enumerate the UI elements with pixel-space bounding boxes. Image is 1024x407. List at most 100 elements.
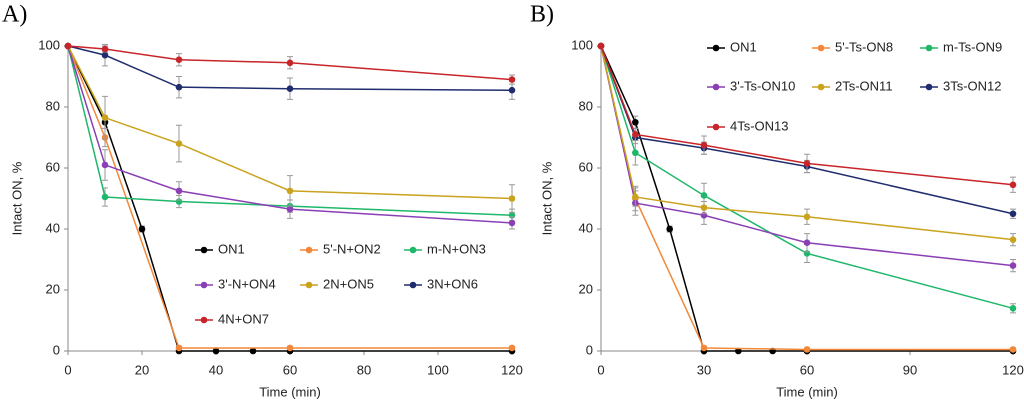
y-tick-label: 20 xyxy=(46,281,60,296)
legend-marker xyxy=(305,246,313,254)
y-tick-label: 100 xyxy=(571,37,593,52)
legend-label: 4Ts-ON13 xyxy=(730,118,789,133)
legend-marker xyxy=(712,83,720,91)
x-axis-title: Time (min) xyxy=(259,384,321,399)
x-tick-label: 40 xyxy=(209,362,223,377)
data-point xyxy=(700,204,708,211)
legend-marker xyxy=(200,281,208,289)
x-tick-label: 100 xyxy=(427,362,449,377)
data-point xyxy=(508,76,516,83)
legend-marker xyxy=(817,83,825,91)
panel-label: A) xyxy=(2,2,27,28)
legend-marker xyxy=(200,246,208,254)
data-point xyxy=(212,347,220,355)
data-point xyxy=(138,225,146,233)
y-axis-title: Intact ON, % xyxy=(539,161,554,235)
legend-label: 5'-N+ON2 xyxy=(323,241,381,256)
y-axis-title: Intact ON, % xyxy=(9,161,24,235)
x-tick-label: 60 xyxy=(283,362,297,377)
data-point xyxy=(101,45,109,53)
data-point xyxy=(175,187,183,195)
data-point xyxy=(101,114,109,121)
legend-label: ON1 xyxy=(730,39,757,54)
series-line xyxy=(600,45,1013,352)
data-point xyxy=(700,344,708,352)
data-point xyxy=(1009,210,1017,218)
legend-label: 2Ts-ON11 xyxy=(835,78,893,93)
data-point xyxy=(1009,305,1017,312)
data-point xyxy=(508,195,516,202)
data-point xyxy=(175,56,183,64)
data-point xyxy=(101,193,109,201)
data-point xyxy=(249,347,257,355)
data-point xyxy=(632,131,639,138)
x-tick-label: 0 xyxy=(597,362,604,377)
data-point xyxy=(666,225,673,233)
data-point xyxy=(508,86,516,94)
panel-label: B) xyxy=(530,2,554,28)
data-point xyxy=(735,347,742,355)
y-tick-label: 60 xyxy=(579,159,593,174)
data-point xyxy=(803,239,811,247)
data-point xyxy=(1009,346,1017,353)
data-point xyxy=(803,346,811,353)
data-point xyxy=(101,51,109,59)
legend-marker xyxy=(712,123,720,131)
y-tick-label: 80 xyxy=(579,98,593,113)
legend-marker xyxy=(925,44,933,52)
series-line xyxy=(67,45,512,352)
x-tick-label: 90 xyxy=(903,362,917,377)
data-point xyxy=(700,192,708,199)
x-tick-label: 0 xyxy=(64,362,71,377)
legend-label: m-Ts-ON9 xyxy=(943,39,1002,54)
legend-label: 3'-Ts-ON10 xyxy=(730,78,795,93)
y-tick-label: 40 xyxy=(46,220,60,235)
legend-marker xyxy=(200,316,208,324)
y-tick-label: 20 xyxy=(579,281,593,296)
y-tick-label: 80 xyxy=(46,98,60,113)
y-tick-label: 0 xyxy=(586,342,593,357)
data-point xyxy=(508,344,516,352)
y-tick-label: 100 xyxy=(38,37,60,52)
data-point xyxy=(286,344,294,352)
legend-marker xyxy=(817,44,825,52)
x-tick-label: 30 xyxy=(697,362,711,377)
legend-label: 3'-N+ON4 xyxy=(218,276,276,291)
data-point xyxy=(175,83,183,91)
data-point xyxy=(700,141,708,149)
data-point xyxy=(286,85,294,92)
x-tick-label: 120 xyxy=(501,362,523,377)
legend-label: 4N+ON7 xyxy=(218,311,269,326)
legend-label: 3Ts-ON12 xyxy=(943,78,1002,93)
data-point xyxy=(286,187,294,195)
legend-marker xyxy=(305,281,313,289)
legend-label: 2N+ON5 xyxy=(323,276,374,291)
data-point xyxy=(1009,262,1017,269)
legend-label: 5'-Ts-ON8 xyxy=(835,39,893,54)
legend-label: 3N+ON6 xyxy=(427,276,478,291)
data-point xyxy=(803,213,811,221)
data-point xyxy=(1009,181,1017,189)
legend-marker xyxy=(925,83,933,91)
legend-marker xyxy=(409,246,417,254)
x-tick-label: 60 xyxy=(800,362,814,377)
x-tick-label: 80 xyxy=(357,362,371,377)
x-axis-title: Time (min) xyxy=(776,384,838,399)
x-tick-label: 120 xyxy=(1002,362,1024,377)
legend-label: m-N+ON3 xyxy=(427,241,486,256)
data-point xyxy=(1009,236,1017,243)
data-point xyxy=(632,149,639,157)
y-tick-label: 60 xyxy=(46,159,60,174)
data-point xyxy=(803,160,811,167)
data-point xyxy=(175,344,183,352)
data-point xyxy=(175,140,183,147)
data-point xyxy=(597,42,605,50)
x-tick-label: 20 xyxy=(135,362,149,377)
data-point xyxy=(508,219,516,227)
series-line xyxy=(600,45,1014,215)
data-point xyxy=(286,59,294,67)
y-tick-label: 0 xyxy=(53,342,60,357)
data-point xyxy=(64,42,72,50)
data-point xyxy=(101,161,109,169)
